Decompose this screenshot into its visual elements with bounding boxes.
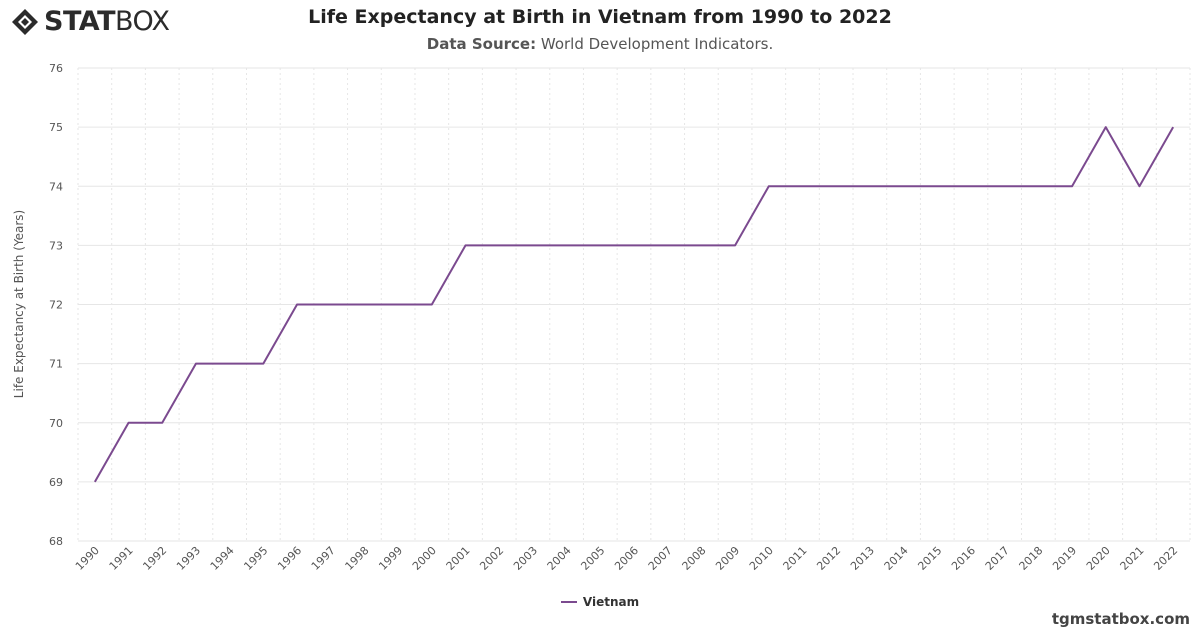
x-tick-label: 1995 [241, 544, 270, 573]
x-tick-label: 2008 [680, 544, 709, 573]
legend-label-vietnam: Vietnam [582, 595, 640, 609]
x-tick-label: 2007 [646, 544, 675, 573]
x-tick-label: 1993 [174, 544, 203, 573]
x-tick-label: 2003 [511, 544, 540, 573]
x-tick-label: 2016 [949, 544, 978, 573]
y-tick-label: 73 [49, 239, 63, 252]
statbox-logo-text: STATBOX [44, 6, 170, 38]
x-tick-label: 2018 [1016, 544, 1045, 573]
logo-text-bold: STAT [44, 6, 115, 37]
subtitle-value: World Development Indicators. [536, 35, 774, 53]
statbox-logo-icon [12, 9, 38, 35]
y-tick-label: 72 [49, 299, 63, 312]
x-tick-label: 2011 [781, 544, 810, 573]
x-tick-label: 2004 [545, 544, 574, 573]
y-tick-label: 68 [49, 535, 63, 548]
x-tick-label: 2000 [410, 544, 439, 573]
x-tick-label: 2019 [1050, 544, 1079, 573]
x-tick-label: 2014 [882, 544, 911, 573]
x-tick-label: 1997 [309, 544, 338, 573]
y-axis-label: Life Expectancy at Birth (Years) [12, 210, 26, 398]
x-tick-label: 1998 [343, 544, 372, 573]
legend[interactable]: Vietnam [0, 595, 1200, 609]
x-tick-label: 2005 [578, 544, 607, 573]
series-line-vietnam[interactable] [93, 126, 1175, 483]
x-tick-label: 1994 [208, 544, 237, 573]
x-tick-label: 1992 [140, 544, 169, 573]
x-tick-label: 2020 [1084, 544, 1113, 573]
x-tick-label: 2021 [1118, 544, 1147, 573]
y-tick-label: 74 [49, 180, 63, 193]
y-tick-label: 69 [49, 476, 63, 489]
y-tick-label: 71 [49, 358, 63, 371]
chart-title: Life Expectancy at Birth in Vietnam from… [308, 6, 892, 28]
grid-layer [77, 67, 1191, 542]
series-layer [93, 126, 1175, 483]
x-tick-label: 1996 [275, 544, 304, 573]
y-tick-label: 76 [49, 62, 63, 75]
subtitle-label: Data Source: [426, 35, 537, 53]
x-tick-label: 2002 [477, 544, 506, 573]
x-tick-label: 2013 [848, 544, 877, 573]
watermark: tgmstatbox.com [1051, 610, 1190, 628]
x-tick-label: 2015 [915, 544, 944, 573]
x-tick-label: 2010 [747, 544, 776, 573]
x-tick-label: 2006 [612, 544, 641, 573]
x-tick-label: 2009 [713, 544, 742, 573]
x-tick-label: 1990 [73, 544, 102, 573]
x-tick-label: 2001 [444, 544, 473, 573]
statbox-logo: STATBOX [10, 6, 170, 38]
legend-swatch-vietnam [560, 601, 577, 603]
x-tick-label: 2012 [814, 544, 843, 573]
chart-subtitle: Data Source: World Development Indicator… [0, 35, 1200, 53]
x-tick-label: 2017 [983, 544, 1012, 573]
x-tick-label: 1991 [107, 544, 136, 573]
y-tick-label: 75 [49, 121, 63, 134]
y-tick-label: 70 [49, 417, 63, 430]
logo-text-light: BOX [114, 6, 170, 37]
x-tick-label: 2022 [1151, 544, 1180, 573]
x-tick-label: 1999 [376, 544, 405, 573]
